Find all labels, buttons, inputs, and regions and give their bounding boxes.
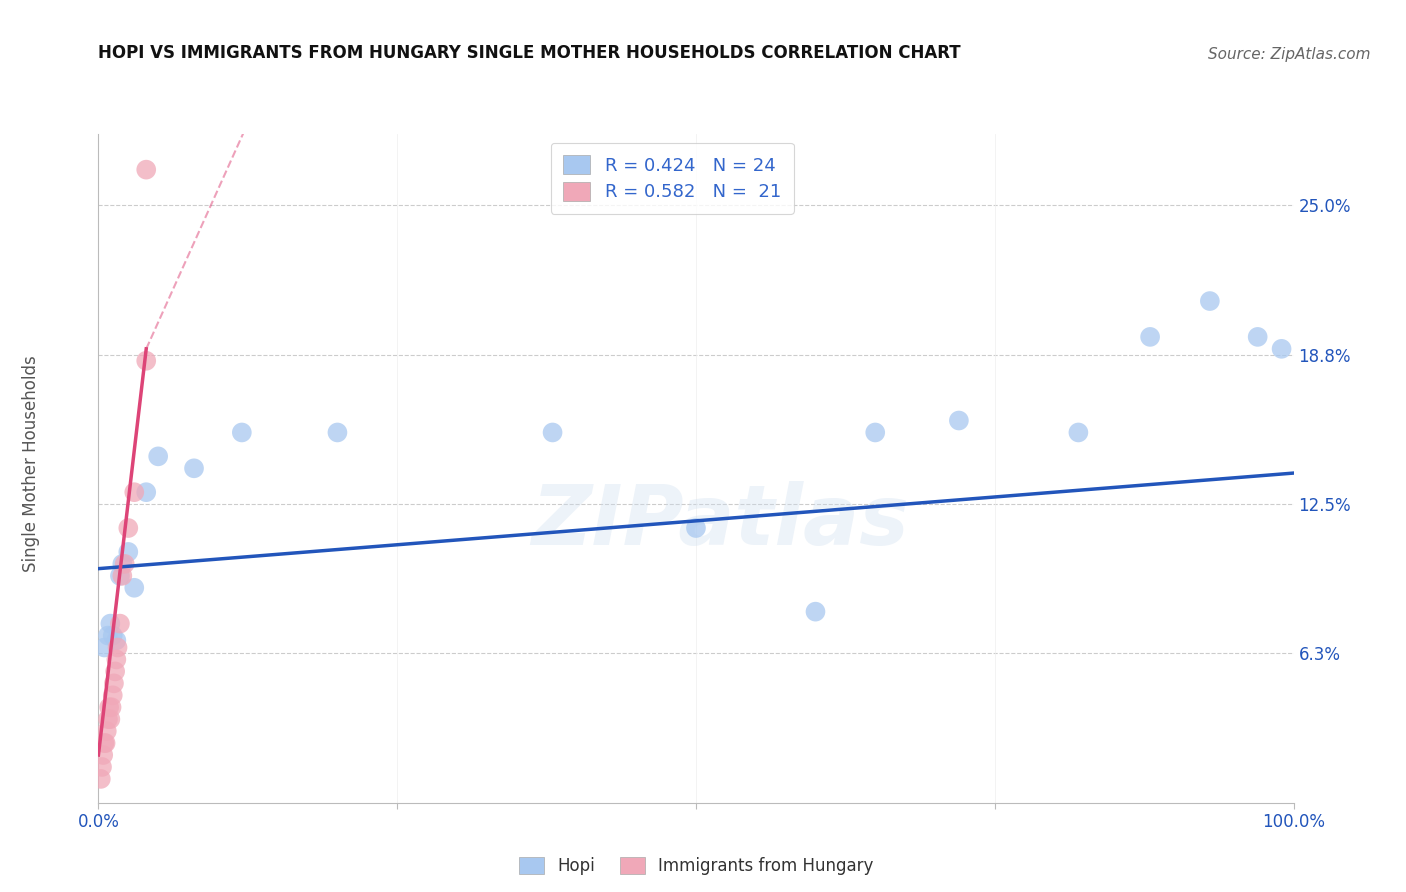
Point bbox=[948, 413, 970, 427]
Point bbox=[541, 425, 564, 440]
Point bbox=[1246, 330, 1268, 344]
Point bbox=[93, 640, 115, 655]
Point bbox=[90, 772, 112, 786]
Point bbox=[804, 605, 827, 619]
Point bbox=[93, 736, 115, 750]
Point bbox=[94, 736, 117, 750]
Point bbox=[91, 747, 114, 762]
Point bbox=[231, 425, 253, 440]
Point bbox=[96, 724, 118, 739]
Point bbox=[98, 616, 122, 631]
Point bbox=[91, 760, 114, 774]
Point bbox=[103, 676, 125, 690]
Point bbox=[108, 569, 131, 583]
Point bbox=[124, 485, 146, 500]
Point bbox=[124, 581, 146, 595]
Point bbox=[111, 557, 134, 571]
Text: Source: ZipAtlas.com: Source: ZipAtlas.com bbox=[1208, 47, 1371, 62]
Point bbox=[117, 545, 139, 559]
Point bbox=[97, 712, 120, 726]
Point bbox=[105, 652, 128, 666]
Point bbox=[111, 569, 134, 583]
Text: ZIPatlas: ZIPatlas bbox=[531, 482, 908, 562]
Text: Single Mother Households: Single Mother Households bbox=[22, 356, 39, 572]
Point bbox=[863, 425, 886, 440]
Point bbox=[97, 628, 120, 642]
Point bbox=[114, 557, 136, 571]
Point bbox=[135, 353, 157, 368]
Point bbox=[1198, 294, 1220, 309]
Text: HOPI VS IMMIGRANTS FROM HUNGARY SINGLE MOTHER HOUSEHOLDS CORRELATION CHART: HOPI VS IMMIGRANTS FROM HUNGARY SINGLE M… bbox=[98, 45, 962, 62]
Point bbox=[135, 162, 157, 177]
Point bbox=[135, 485, 157, 500]
Point bbox=[183, 461, 205, 475]
Point bbox=[107, 640, 129, 655]
Point bbox=[1271, 342, 1294, 356]
Point bbox=[148, 450, 170, 464]
Point bbox=[104, 665, 127, 679]
Point bbox=[1067, 425, 1090, 440]
Point bbox=[101, 628, 124, 642]
Point bbox=[98, 712, 122, 726]
Point bbox=[105, 633, 128, 648]
Point bbox=[101, 688, 124, 702]
Point bbox=[326, 425, 349, 440]
Point bbox=[100, 700, 122, 714]
Point bbox=[108, 616, 131, 631]
Point bbox=[117, 521, 139, 535]
Point bbox=[98, 700, 121, 714]
Point bbox=[1139, 330, 1161, 344]
Point bbox=[685, 521, 707, 535]
Legend: Hopi, Immigrants from Hungary: Hopi, Immigrants from Hungary bbox=[512, 850, 880, 881]
